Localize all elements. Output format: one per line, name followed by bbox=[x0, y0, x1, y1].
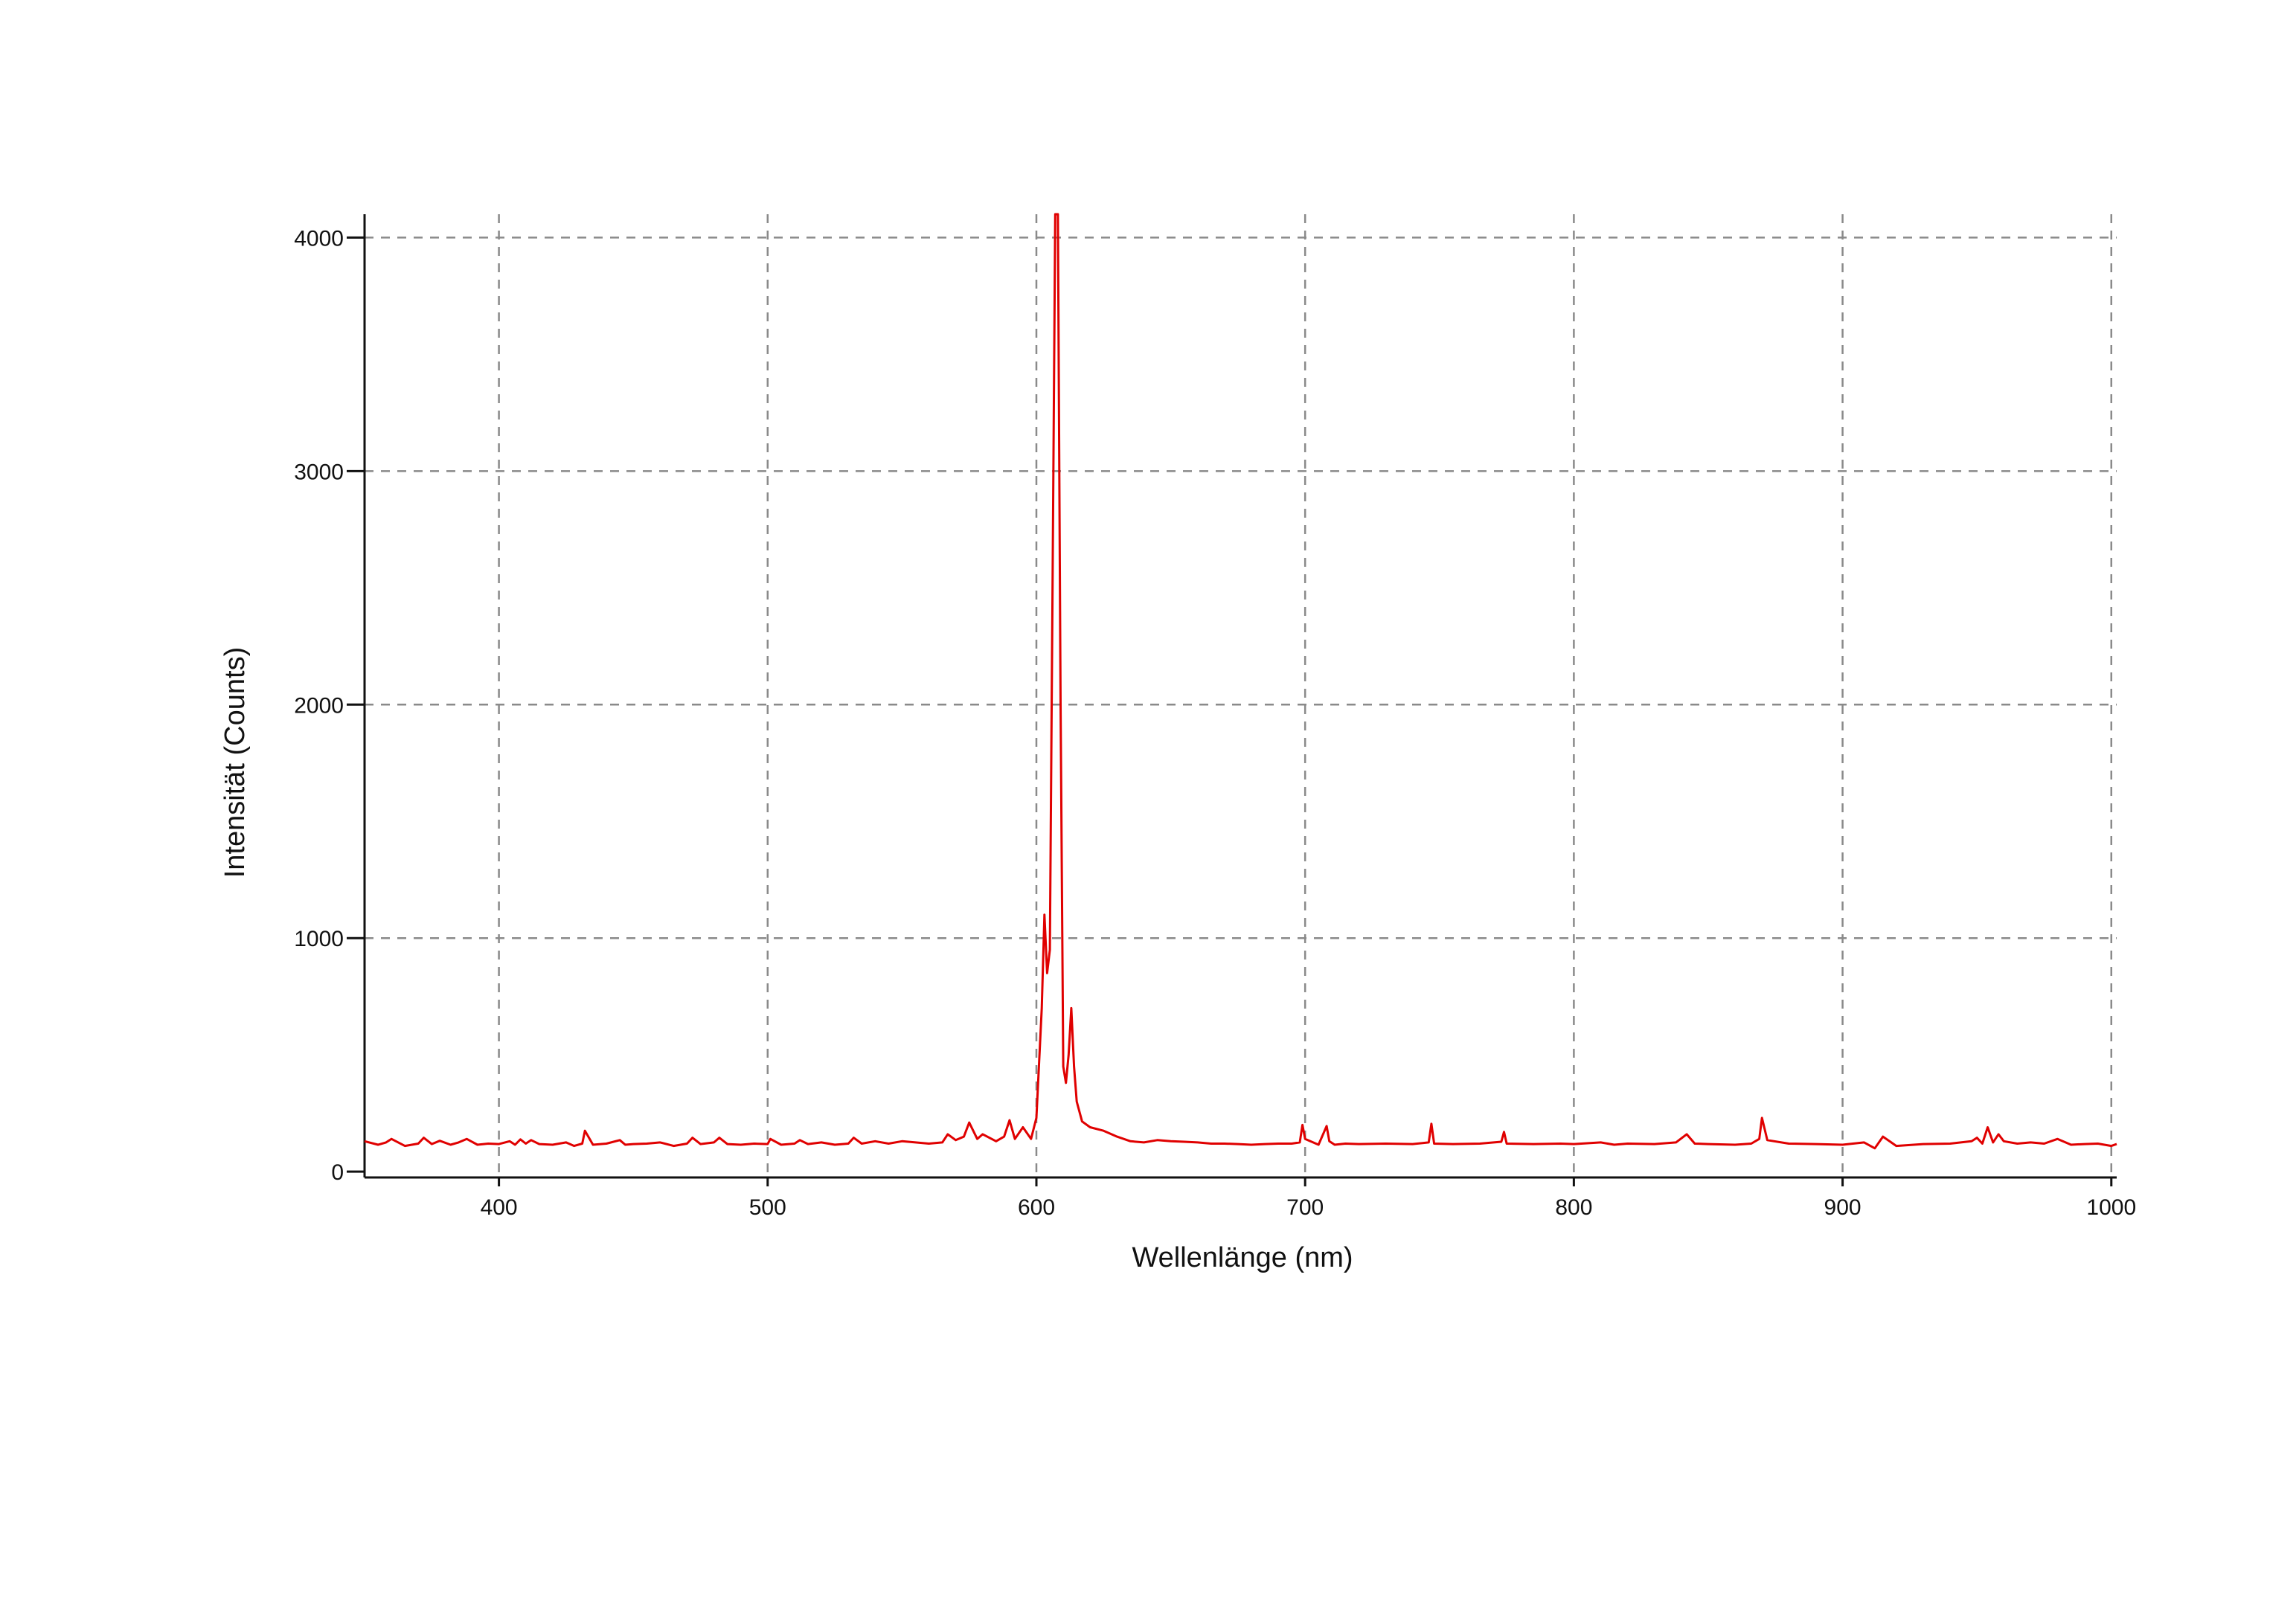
x-tick-label-400: 400 bbox=[481, 1195, 518, 1220]
x-tick-label-700: 700 bbox=[1286, 1195, 1324, 1220]
x-tick-label-500: 500 bbox=[749, 1195, 786, 1220]
y-tick-label-1000: 1000 bbox=[294, 927, 344, 951]
axes bbox=[363, 214, 2117, 1179]
series-line-intensity bbox=[364, 213, 2117, 1150]
y-tick-label-0: 0 bbox=[331, 1160, 344, 1185]
y-axis-title: Intensität (Counts) bbox=[219, 647, 251, 878]
x-tick-label-800: 800 bbox=[1555, 1195, 1592, 1220]
y-tick-labels: 0 1000 2000 3000 4000 bbox=[294, 226, 344, 1185]
gridlines bbox=[365, 214, 2117, 1177]
y-tick-label-3000: 3000 bbox=[294, 460, 344, 484]
x-tick-label-600: 600 bbox=[1018, 1195, 1055, 1220]
y-tick-label-4000: 4000 bbox=[294, 226, 344, 251]
tick-marks bbox=[347, 236, 2113, 1186]
x-tick-labels: 400 500 600 700 800 900 1000 bbox=[481, 1195, 2137, 1220]
x-tick-label-900: 900 bbox=[1824, 1195, 1862, 1220]
x-tick-label-1000: 1000 bbox=[2086, 1195, 2136, 1220]
x-axis-title: Wellenlänge (nm) bbox=[1132, 1242, 1353, 1273]
y-tick-label-2000: 2000 bbox=[294, 693, 344, 718]
